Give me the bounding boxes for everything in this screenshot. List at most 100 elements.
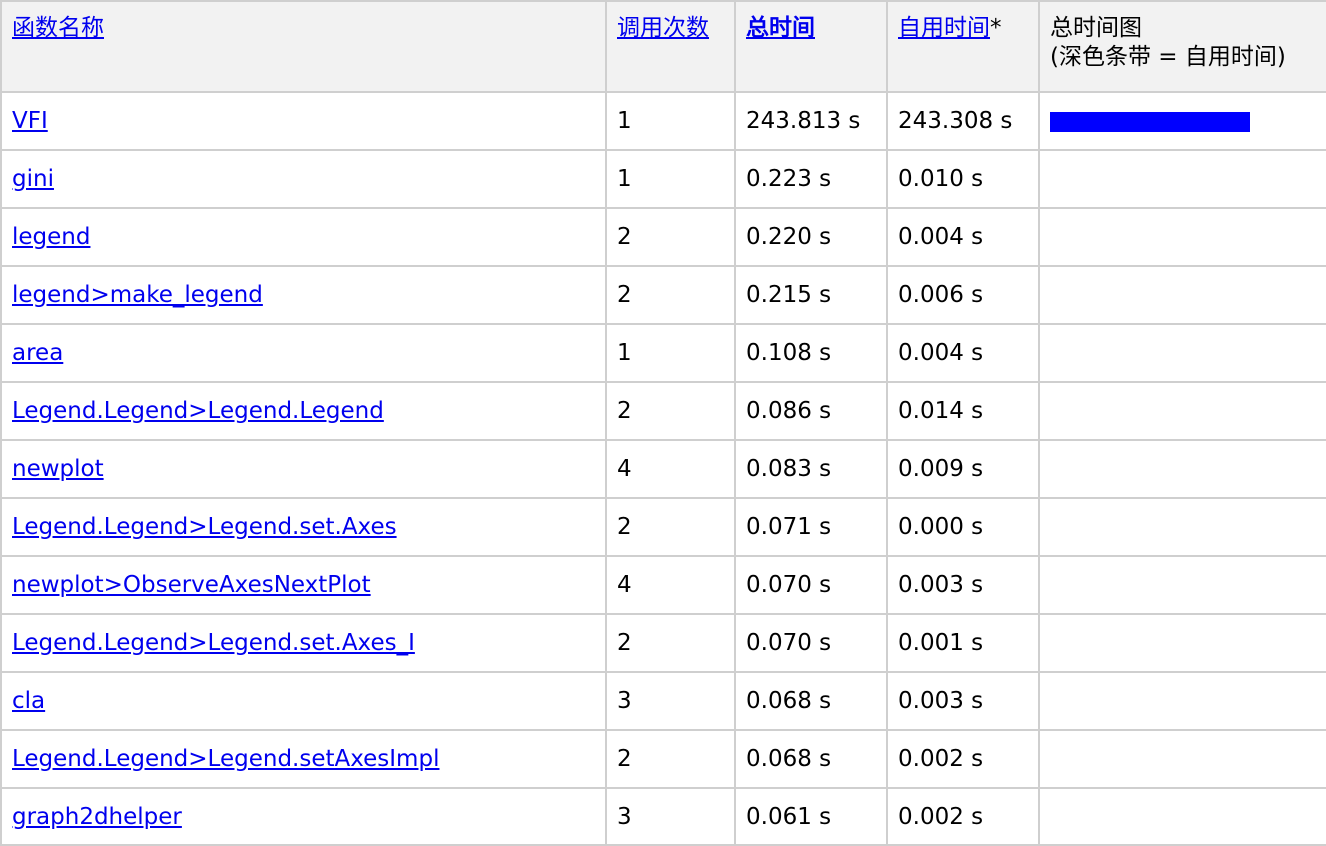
sort-by-total-time-link[interactable]: 总时间 xyxy=(746,15,815,41)
self-time-cell: 0.004 s xyxy=(886,323,1040,383)
function-name-cell: gini xyxy=(0,149,607,209)
total-time-plot-cell xyxy=(1038,381,1326,441)
total-time-plot-cell xyxy=(1038,729,1326,789)
total-time-plot-cell xyxy=(1038,149,1326,209)
self-time-cell: 243.308 s xyxy=(886,91,1040,151)
total-time-plot-cell xyxy=(1038,323,1326,383)
total-time-plot-cell xyxy=(1038,207,1326,267)
header-total-time-plot: 总时间图 (深色条带 = 自用时间) xyxy=(1038,0,1326,93)
calls-cell: 1 xyxy=(605,91,736,151)
function-name-cell: graph2dhelper xyxy=(0,787,607,846)
table-row: newplot>ObserveAxesNextPlot 4 0.070 s 0.003… xyxy=(0,555,1326,615)
total-time-plot-cell xyxy=(1038,613,1326,673)
function-name-cell: Legend.Legend>Legend.set.Axes xyxy=(0,497,607,557)
function-link[interactable]: cla xyxy=(12,688,46,714)
function-link[interactable]: newplot>ObserveAxesNextPlot xyxy=(12,572,371,598)
function-name-cell: newplot xyxy=(0,439,607,499)
calls-cell: 2 xyxy=(605,265,736,325)
function-name-cell: Legend.Legend>Legend.Legend xyxy=(0,381,607,441)
function-name-cell: legend xyxy=(0,207,607,267)
table-row: newplot 4 0.083 s 0.009 s xyxy=(0,439,1326,499)
table-row: area 1 0.108 s 0.004 s xyxy=(0,323,1326,383)
function-link[interactable]: legend>make_legend xyxy=(12,282,263,308)
calls-cell: 2 xyxy=(605,613,736,673)
function-link[interactable]: Legend.Legend>Legend.set.Axes_I xyxy=(12,630,415,656)
function-rows: VFI 1 243.813 s 243.308 s gini 1 0.223 s 0.010 … xyxy=(0,91,1326,846)
total-time-plot-cell xyxy=(1038,787,1326,846)
sort-by-function-name-link[interactable]: 函数名称 xyxy=(12,15,104,41)
total-time-plot-cell xyxy=(1038,671,1326,731)
self-time-cell: 0.014 s xyxy=(886,381,1040,441)
self-time-cell: 0.002 s xyxy=(886,787,1040,846)
total-time-cell: 0.061 s xyxy=(734,787,888,846)
self-time-cell: 0.000 s xyxy=(886,497,1040,557)
calls-cell: 1 xyxy=(605,323,736,383)
self-time-cell: 0.003 s xyxy=(886,671,1040,731)
sort-by-calls-link[interactable]: 调用次数 xyxy=(617,15,709,41)
table-row: VFI 1 243.813 s 243.308 s xyxy=(0,91,1326,151)
calls-cell: 2 xyxy=(605,497,736,557)
header-self-time: 自用时间* xyxy=(886,0,1040,93)
total-time-plot-cell xyxy=(1038,91,1326,151)
time-bar xyxy=(1050,111,1250,132)
function-name-cell: legend>make_legend xyxy=(0,265,607,325)
self-time-cell: 0.006 s xyxy=(886,265,1040,325)
function-link[interactable]: gini xyxy=(12,166,54,192)
table-row: gini 1 0.223 s 0.010 s xyxy=(0,149,1326,209)
function-link[interactable]: legend xyxy=(12,224,91,250)
function-name-cell: newplot>ObserveAxesNextPlot xyxy=(0,555,607,615)
table-row: legend 2 0.220 s 0.004 s xyxy=(0,207,1326,267)
total-time-cell: 0.068 s xyxy=(734,729,888,789)
header-function-name: 函数名称 xyxy=(0,0,607,93)
function-link[interactable]: Legend.Legend>Legend.setAxesImpl xyxy=(12,746,440,772)
total-time-cell: 0.220 s xyxy=(734,207,888,267)
function-link[interactable]: area xyxy=(12,340,64,366)
calls-cell: 3 xyxy=(605,787,736,846)
table-row: Legend.Legend>Legend.set.Axes 2 0.071 s 0.0… xyxy=(0,497,1326,557)
header-row: 函数名称 调用次数 总时间 自用时间* 总时间图 (深色条带 = 自用时间) xyxy=(0,0,1326,93)
plot-legend-note: (深色条带 = 自用时间) xyxy=(1050,44,1286,70)
total-time-cell: 0.083 s xyxy=(734,439,888,499)
function-link[interactable]: VFI xyxy=(12,108,48,134)
total-time-cell: 0.215 s xyxy=(734,265,888,325)
total-time-plot-cell xyxy=(1038,555,1326,615)
calls-cell: 2 xyxy=(605,729,736,789)
self-time-cell: 0.009 s xyxy=(886,439,1040,499)
calls-cell: 2 xyxy=(605,207,736,267)
total-time-cell: 0.071 s xyxy=(734,497,888,557)
function-link[interactable]: Legend.Legend>Legend.set.Axes xyxy=(12,514,397,540)
total-time-plot-cell xyxy=(1038,439,1326,499)
function-name-cell: Legend.Legend>Legend.set.Axes_I xyxy=(0,613,607,673)
table-row: legend>make_legend 2 0.215 s 0.006 s xyxy=(0,265,1326,325)
total-time-cell: 0.070 s xyxy=(734,613,888,673)
total-time-plot-cell xyxy=(1038,265,1326,325)
total-time-cell: 243.813 s xyxy=(734,91,888,151)
table-row: cla 3 0.068 s 0.003 s xyxy=(0,671,1326,731)
sort-by-self-time-link[interactable]: 自用时间 xyxy=(898,15,990,41)
function-link[interactable]: newplot xyxy=(12,456,104,482)
total-time-plot-cell xyxy=(1038,497,1326,557)
function-link[interactable]: Legend.Legend>Legend.Legend xyxy=(12,398,384,424)
calls-cell: 1 xyxy=(605,149,736,209)
table-row: Legend.Legend>Legend.Legend 2 0.086 s 0.014… xyxy=(0,381,1326,441)
calls-cell: 4 xyxy=(605,555,736,615)
function-name-cell: VFI xyxy=(0,91,607,151)
calls-cell: 2 xyxy=(605,381,736,441)
self-time-cell: 0.004 s xyxy=(886,207,1040,267)
plot-title: 总时间图 xyxy=(1050,15,1142,41)
self-time-cell: 0.002 s xyxy=(886,729,1040,789)
total-time-cell: 0.070 s xyxy=(734,555,888,615)
total-time-cell: 0.086 s xyxy=(734,381,888,441)
function-link[interactable]: graph2dhelper xyxy=(12,803,182,830)
total-time-cell: 0.068 s xyxy=(734,671,888,731)
self-time-cell: 0.003 s xyxy=(886,555,1040,615)
total-time-cell: 0.223 s xyxy=(734,149,888,209)
calls-cell: 3 xyxy=(605,671,736,731)
table-row: Legend.Legend>Legend.setAxesImpl 2 0.068 s… xyxy=(0,729,1326,789)
function-name-cell: cla xyxy=(0,671,607,731)
total-time-cell: 0.108 s xyxy=(734,323,888,383)
function-name-cell: area xyxy=(0,323,607,383)
self-time-cell: 0.001 s xyxy=(886,613,1040,673)
table-row: graph2dhelper 3 0.061 s 0.002 s xyxy=(0,787,1326,846)
